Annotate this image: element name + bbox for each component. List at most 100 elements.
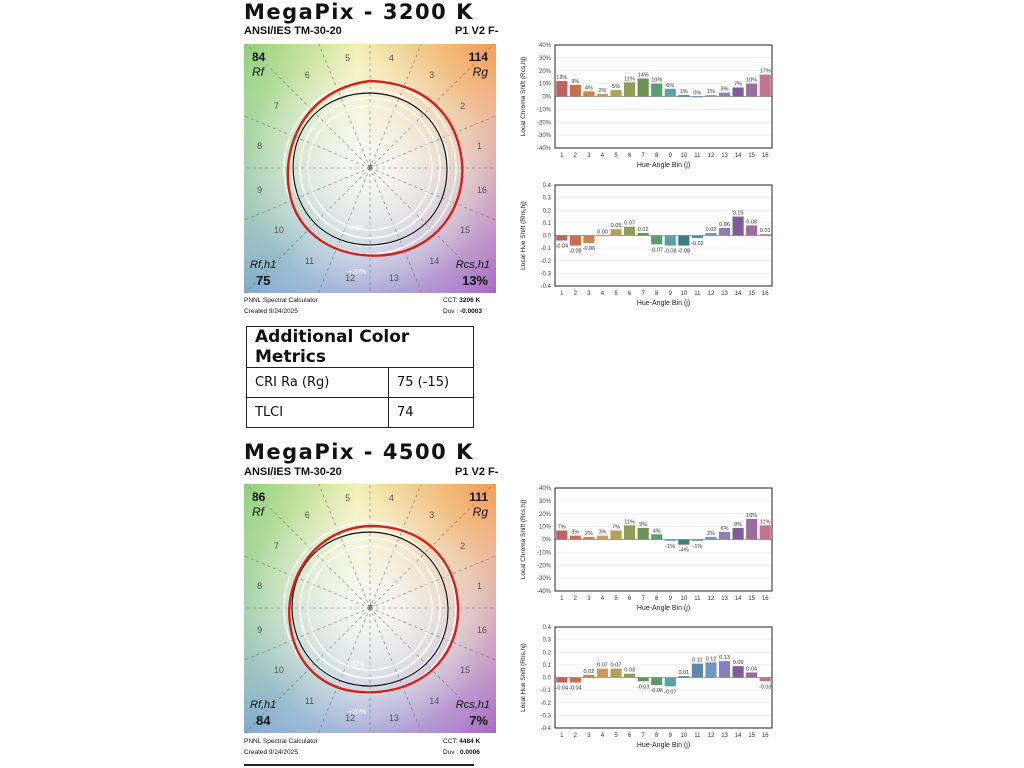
y-tick-label: 40% bbox=[539, 43, 552, 49]
data-label: 7% bbox=[558, 524, 566, 530]
data-label: 0.02 bbox=[584, 669, 595, 675]
hue-bin-label: 15 bbox=[460, 665, 470, 675]
x-tick-label: 5 bbox=[614, 153, 618, 159]
x-tick-label: 1 bbox=[560, 733, 564, 739]
data-label: 2% bbox=[598, 88, 606, 94]
bar bbox=[596, 535, 609, 540]
x-tick-label: 15 bbox=[748, 733, 755, 739]
hue-bin-label: 4 bbox=[389, 53, 394, 63]
y-tick-label: -30% bbox=[537, 576, 552, 582]
bar bbox=[583, 536, 595, 540]
x-tick-label: 13 bbox=[721, 733, 728, 739]
x-tick-label: 16 bbox=[762, 733, 769, 739]
x-tick-label: 5 bbox=[614, 596, 618, 602]
data-label: 9% bbox=[639, 522, 647, 528]
bar bbox=[569, 535, 581, 540]
x-axis-label: Hue-Angle Bin (j) bbox=[637, 162, 690, 169]
data-label: 7% bbox=[612, 524, 620, 530]
rg-value: 114 bbox=[468, 50, 488, 64]
bar bbox=[705, 662, 717, 678]
ring-plus-label: +20% bbox=[348, 709, 366, 716]
hue-bin-label: 2 bbox=[460, 101, 465, 111]
y-tick-label: -0.4 bbox=[541, 726, 552, 732]
y-tick-label: -0.3 bbox=[541, 713, 552, 719]
data-label: 0.01 bbox=[760, 228, 771, 234]
rcs-value: 13% bbox=[461, 273, 488, 288]
data-label: 3% bbox=[571, 530, 579, 536]
bar bbox=[759, 525, 771, 540]
metric-label: CRI Ra (Rg) bbox=[246, 367, 389, 398]
bar-chart-svg: -0.4 -0.3 -0.2 -0.1 0.0 0.1 0.2 0.3 0.4 -0.04 1 -0.… bbox=[520, 625, 773, 749]
data-label: 9% bbox=[734, 522, 742, 528]
plot-frame bbox=[554, 184, 773, 287]
bar bbox=[759, 677, 771, 682]
data-label: 6% bbox=[666, 83, 674, 89]
x-tick-label: 14 bbox=[735, 153, 742, 159]
data-label: -0.04 bbox=[556, 244, 569, 250]
data-label: 0.08 bbox=[746, 219, 757, 225]
data-label: 0.07 bbox=[597, 663, 608, 669]
standard-label: ANSI/IES TM-30-20 bbox=[244, 466, 342, 478]
bar bbox=[610, 90, 622, 97]
ring-minus-label: -20% bbox=[348, 225, 364, 232]
cct-label: CCT: bbox=[443, 738, 458, 745]
bar bbox=[759, 234, 771, 236]
created-date: Created 9/24/2025 bbox=[244, 308, 298, 315]
bar bbox=[718, 531, 731, 540]
data-label: -0.08 bbox=[664, 249, 677, 255]
bar bbox=[746, 83, 758, 97]
rg-value: 111 bbox=[469, 490, 488, 504]
bar bbox=[651, 534, 663, 540]
hue-bin-spoke bbox=[369, 167, 423, 293]
data-label: -4% bbox=[679, 548, 689, 554]
data-label: -0.08 bbox=[569, 249, 582, 255]
hue-bin-label: 10 bbox=[274, 225, 284, 235]
y-tick-label: 30% bbox=[539, 499, 552, 505]
cct-label: CCT: bbox=[443, 297, 458, 304]
code-label: P1 V2 F- bbox=[455, 466, 499, 478]
plot-frame bbox=[554, 626, 773, 729]
hue-bin-label: 1 bbox=[477, 581, 482, 591]
hue-bin-spoke bbox=[244, 607, 371, 661]
bar bbox=[596, 235, 609, 237]
data-label: 0.05 bbox=[611, 223, 622, 229]
data-label: -0.07 bbox=[650, 247, 663, 253]
data-label: -0.07 bbox=[664, 689, 677, 695]
x-axis-label: Hue-Angle Bin (j) bbox=[637, 742, 690, 749]
bar bbox=[759, 74, 771, 97]
x-tick-label: 11 bbox=[694, 733, 701, 739]
y-tick-label: 20% bbox=[539, 512, 552, 518]
bar bbox=[664, 235, 676, 246]
color-vector-graphic: + 1 2 3 4 5 6 7 8 9 10 11 12 13 14 15 16 -20% +20% 86 R… bbox=[244, 484, 496, 733]
duv-value: -0.0003 bbox=[459, 308, 483, 315]
bar bbox=[678, 95, 690, 97]
plot-frame bbox=[554, 44, 773, 149]
y-tick-label: 10% bbox=[539, 525, 552, 531]
hue-bin-label: 5 bbox=[345, 493, 350, 503]
x-tick-label: 14 bbox=[735, 596, 742, 602]
bar bbox=[556, 677, 568, 683]
y-tick-label: 20% bbox=[539, 69, 552, 75]
divider bbox=[244, 764, 474, 766]
hue-bin-label: 4 bbox=[389, 493, 394, 503]
data-label: -0.08 bbox=[678, 249, 691, 255]
hue-bin-label: 2 bbox=[460, 541, 465, 551]
x-tick-label: 1 bbox=[560, 596, 564, 602]
data-label: 6% bbox=[721, 526, 729, 532]
bar-chart-svg: -40% -30% -20% -10% 0% 10% 20% 30% 40% 7% 1 3% 2 2% 3 3… bbox=[520, 486, 773, 612]
duv-label: Duv : bbox=[443, 308, 459, 315]
x-tick-label: 13 bbox=[721, 291, 728, 297]
bar bbox=[624, 82, 636, 97]
plot-frame bbox=[554, 487, 773, 592]
svg-text:+: + bbox=[367, 601, 375, 611]
y-tick-label: 0.1 bbox=[543, 663, 552, 669]
x-tick-label: 7 bbox=[641, 153, 645, 159]
bar bbox=[637, 232, 649, 236]
x-tick-label: 4 bbox=[601, 733, 605, 739]
hue-bin-label: 5 bbox=[345, 53, 350, 63]
data-label: 11% bbox=[624, 76, 635, 82]
x-tick-label: 14 bbox=[735, 733, 742, 739]
hue-bin-label: 3 bbox=[429, 70, 434, 80]
y-tick-label: -0.1 bbox=[541, 688, 552, 694]
bar bbox=[569, 677, 581, 683]
